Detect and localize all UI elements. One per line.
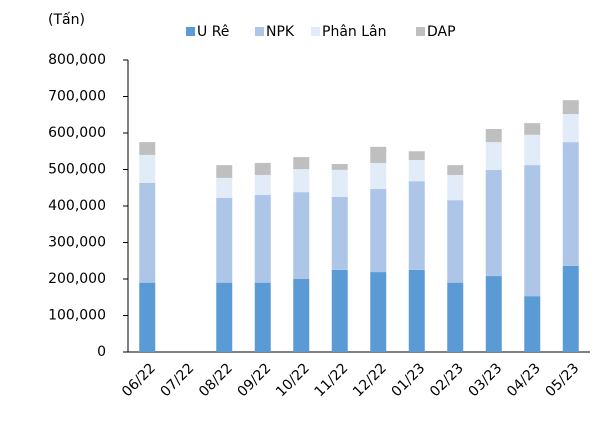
bar-segment — [562, 265, 579, 352]
legend-swatch — [186, 27, 195, 36]
bar-segment — [562, 142, 579, 266]
bar-segment — [408, 181, 425, 270]
x-tick-label: 03/23 — [466, 360, 506, 400]
bar-segment — [447, 200, 464, 283]
x-tick-label: 06/22 — [119, 360, 159, 400]
bar-segment — [485, 142, 502, 170]
bar-segment — [370, 162, 387, 189]
bar-segment — [562, 114, 579, 143]
bar-segment — [293, 157, 310, 170]
x-tick-label: 12/22 — [350, 360, 390, 400]
bar-segment — [447, 165, 464, 175]
legend-label: DAP — [427, 24, 456, 40]
bar-segment — [485, 169, 502, 277]
bar-segment — [254, 174, 271, 196]
legend-swatch — [416, 27, 425, 36]
bar-segment — [524, 165, 541, 297]
bar-segment — [216, 197, 233, 283]
bar-segment — [447, 282, 464, 352]
bar-segment — [524, 296, 541, 352]
bar-segment — [293, 192, 310, 279]
bar-segment — [139, 142, 156, 155]
x-tick-label: 05/23 — [543, 360, 583, 400]
y-tick-label: 700,000 — [48, 89, 106, 105]
legend-label: U Rê — [197, 24, 229, 40]
x-tick-label: 04/23 — [504, 360, 544, 400]
y-tick-label: 200,000 — [48, 271, 106, 287]
x-tick-label: 02/23 — [427, 360, 467, 400]
bar-segment — [139, 183, 156, 283]
bar-segment — [485, 128, 502, 143]
bar-segment — [254, 195, 271, 283]
bar-segment — [524, 123, 541, 135]
legend-label: NPK — [266, 24, 295, 40]
bar-segment — [447, 174, 464, 201]
bar-segment — [254, 282, 271, 352]
bar-segment — [331, 196, 348, 270]
bar-segment — [139, 282, 156, 352]
legend-swatch — [255, 27, 264, 36]
bar-segment — [370, 188, 387, 273]
y-tick-label: 300,000 — [48, 235, 106, 251]
x-tick-label: 08/22 — [196, 360, 236, 400]
x-tick-label: 10/22 — [273, 360, 313, 400]
bar-segment — [370, 272, 387, 352]
bar-segment — [139, 154, 156, 184]
bar-segment — [408, 269, 425, 352]
bar-segment — [293, 169, 310, 193]
bar-segment — [408, 160, 425, 182]
bar-segment — [524, 134, 541, 166]
y-tick-label: 500,000 — [48, 162, 106, 178]
bar-segment — [254, 162, 271, 175]
bar-segment — [331, 169, 348, 197]
bar-segment — [331, 164, 348, 170]
bar-segment — [562, 100, 579, 115]
y-tick-label: 800,000 — [48, 52, 106, 68]
y-axis-label: (Tấn) — [48, 12, 85, 28]
x-tick-label: 11/22 — [312, 360, 352, 400]
legend-swatch — [311, 27, 320, 36]
x-tick-label: 01/23 — [389, 360, 429, 400]
x-tick-label: 07/22 — [158, 360, 198, 400]
bar-segment — [216, 177, 233, 198]
y-tick-label: 600,000 — [48, 125, 106, 141]
bar-segment — [485, 276, 502, 352]
bar-segment — [370, 146, 387, 163]
y-tick-label: 0 — [97, 344, 106, 360]
bar-segment — [408, 151, 425, 161]
x-tick-label: 09/22 — [235, 360, 275, 400]
y-tick-label: 400,000 — [48, 198, 106, 214]
y-tick-label: 100,000 — [48, 308, 106, 324]
bar-segment — [293, 279, 310, 352]
bar-segment — [331, 269, 348, 352]
bar-segment — [216, 165, 233, 178]
legend-label: Phân Lân — [322, 24, 386, 40]
bar-segment — [216, 282, 233, 352]
